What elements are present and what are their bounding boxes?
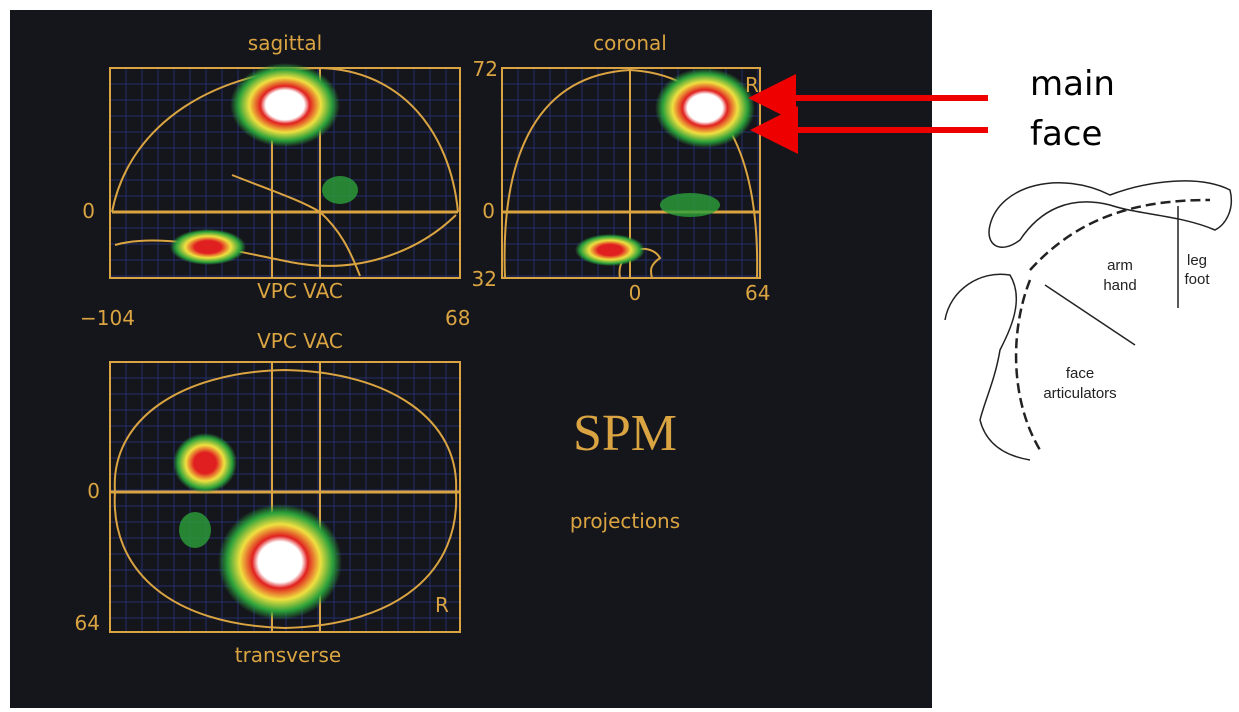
activation	[322, 176, 358, 204]
axis-label: 0	[629, 281, 642, 305]
axis-label: 68	[445, 306, 470, 330]
center-title: SPM	[573, 405, 677, 462]
region-label: leg	[1187, 252, 1207, 269]
axis-label: 64	[75, 611, 100, 635]
axis-label: 0	[82, 199, 95, 223]
activation	[655, 68, 755, 148]
axis-label: VPC VAC	[257, 279, 343, 303]
activation	[170, 229, 246, 265]
axis-label: 72	[473, 57, 498, 81]
transverse-panel	[109, 361, 461, 633]
axis-label: 0	[482, 199, 495, 223]
activation	[179, 512, 211, 548]
corner-label: R	[745, 73, 759, 97]
axis-label: VPC VAC	[257, 329, 343, 353]
corner-label: R	[435, 593, 449, 617]
activation	[218, 504, 342, 620]
region-label: face	[1066, 365, 1094, 382]
annotation: main	[1030, 64, 1115, 104]
axis-label: −104	[80, 306, 135, 330]
region-label: arm	[1107, 257, 1133, 274]
axis-label: 64	[745, 281, 770, 305]
region-label: hand	[1103, 277, 1136, 294]
panel-title: transverse	[235, 643, 342, 667]
activation	[173, 433, 237, 493]
region-label: articulators	[1043, 385, 1116, 402]
center-subtitle: projections	[570, 509, 680, 533]
panel-title: coronal	[593, 31, 667, 55]
activation	[230, 63, 340, 147]
homunculus	[944, 180, 1232, 461]
region-label: foot	[1184, 271, 1210, 288]
sagittal-panel	[109, 66, 461, 279]
activation	[575, 234, 645, 266]
activation	[660, 193, 720, 217]
annotation: face	[1030, 114, 1102, 154]
panel-title: sagittal	[248, 31, 322, 55]
axis-label: 0	[87, 479, 100, 503]
axis-label: 32	[472, 267, 497, 291]
image-background	[10, 10, 932, 708]
